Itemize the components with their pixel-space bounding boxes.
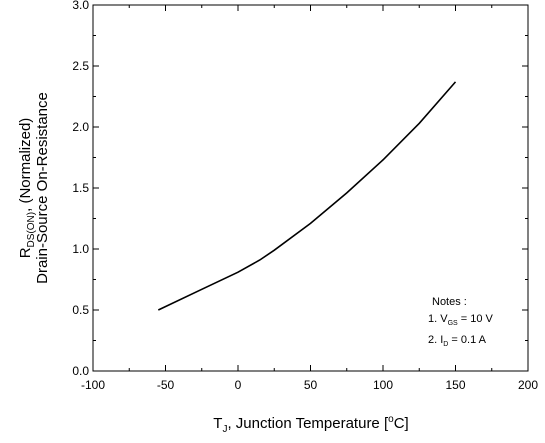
note-id: 2. ID = 0.1 A [428, 334, 487, 348]
y-tick-label: 1.5 [72, 181, 89, 195]
y-tick-label: 0.5 [72, 303, 89, 317]
svg-text:Drain-Source On-Resistance: Drain-Source On-Resistance [34, 92, 51, 284]
notes-box: Notes : 1. VGS = 10 V 2. ID = 0.1 A [428, 296, 494, 348]
x-axis-title: TJ, Junction Temperature [oC] [213, 414, 408, 435]
axis-ticks [92, 4, 529, 372]
y-tick-label: 0.0 [72, 364, 89, 378]
notes-title: Notes : [432, 296, 467, 308]
series-line [157, 81, 457, 311]
x-tick-label: 200 [518, 378, 538, 392]
x-tick-label: -50 [157, 378, 175, 392]
note-vgs: 1. VGS = 10 V [428, 313, 494, 327]
y-tick-labels: 0.0 0.5 1.0 1.5 2.0 2.5 3.0 [72, 0, 89, 378]
svg-text:RDS(ON), (Normalized): RDS(ON), (Normalized) [17, 118, 37, 259]
x-tick-label: 150 [445, 378, 465, 392]
y-tick-label: 2.5 [72, 59, 89, 73]
y-tick-label: 1.0 [72, 242, 89, 256]
y-axis-title: RDS(ON), (Normalized) Drain-Source On-Re… [17, 92, 51, 284]
x-tick-label: 50 [304, 378, 318, 392]
y-tick-label: 2.0 [72, 120, 89, 134]
y-tick-label: 3.0 [72, 0, 89, 12]
x-tick-label: 100 [373, 378, 393, 392]
x-tick-label: 0 [235, 378, 242, 392]
x-tick-labels: -100 -50 0 50 100 150 200 [81, 378, 538, 392]
x-tick-label: -100 [81, 378, 105, 392]
